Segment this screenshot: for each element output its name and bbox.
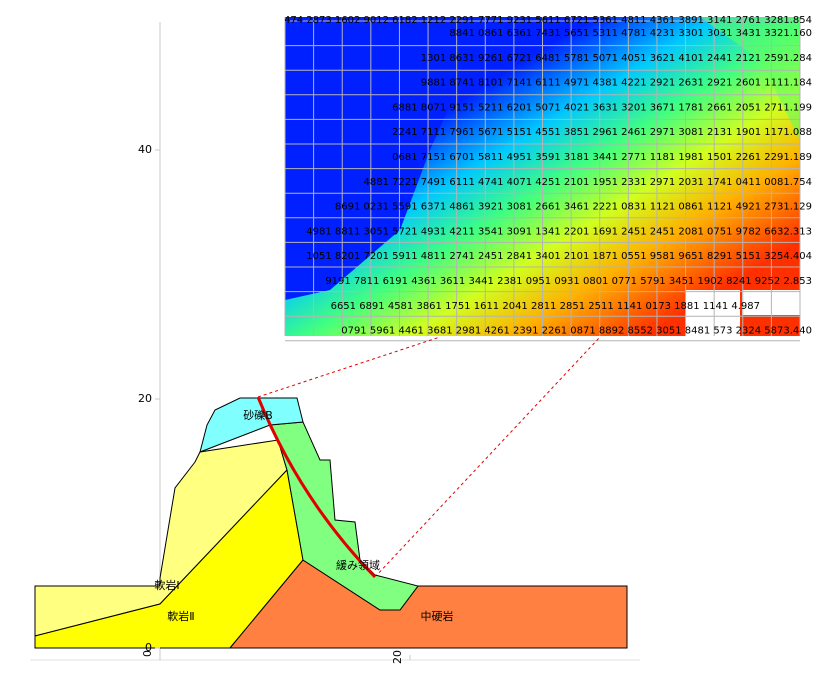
grid-row: 9191 7811 6191 4361 3611 3441 2381 0951 … <box>325 276 812 287</box>
cross-section <box>34 397 628 649</box>
guide-line <box>374 336 601 578</box>
y-tick-label: 40 <box>138 143 152 156</box>
grid-row: 1051 8201 7201 5911 4811 2741 2451 2841 … <box>306 251 812 262</box>
grid-row: 8691 0231 5591 6371 4861 3921 3081 2661 … <box>335 202 812 213</box>
blue-zone <box>285 17 520 300</box>
grid-values: 14.927 1.9365 7474 2873 1602 9012 6182 1… <box>201 15 812 337</box>
blank-cells <box>685 290 740 336</box>
grid-row: 14.927 1.9365 7474 2873 1602 9012 6182 1… <box>201 15 812 26</box>
heatmap-grid <box>284 17 801 342</box>
green-zone <box>700 17 800 140</box>
heatmap <box>284 17 801 342</box>
y-tick-label: 20 <box>138 392 152 405</box>
layer-label: 中硬岩 <box>421 609 454 623</box>
y-tick-label: 0 <box>145 641 152 654</box>
grid-row: 4981 8811 3051 5721 4931 4211 3541 3091 … <box>306 226 812 237</box>
guide-line <box>257 336 441 398</box>
gravel <box>199 397 304 453</box>
grid-row: 0681 7151 6701 5811 4951 3591 3181 3441 … <box>392 152 812 163</box>
x-tick-label: 0 <box>141 650 154 657</box>
grid-row: 9881 8741 8101 7141 6111 4971 4381 4221 … <box>421 78 812 89</box>
grid-row: 0791 5961 4461 3681 2981 4261 2391 2261 … <box>341 326 812 337</box>
layer-label: 緩み領域 <box>336 558 380 572</box>
layer-label: 軟岩Ⅱ <box>167 609 194 623</box>
layer-label: 砂礫B <box>243 408 273 422</box>
x-tick-label: 20 <box>391 650 404 664</box>
grid-row: 6881 8071 9151 5211 6201 5071 4021 3631 … <box>392 102 812 113</box>
grid-row: 6651 6891 4581 3861 1751 1611 2041 2811 … <box>331 301 760 312</box>
grid-row: 4881 7221 7491 6111 4741 4071 4251 2101 … <box>363 177 812 188</box>
grid-row: 8841 0861 6361 7431 5651 5311 4781 4231 … <box>449 28 812 39</box>
slip-surface <box>256 396 377 579</box>
grid-row: 1301 8631 9261 6721 6481 5781 5071 4051 … <box>421 53 812 64</box>
grid-row: 2241 7111 7961 5671 5151 4551 3851 2961 … <box>392 127 812 138</box>
layer-label: 軟岩Ⅰ <box>154 578 179 592</box>
